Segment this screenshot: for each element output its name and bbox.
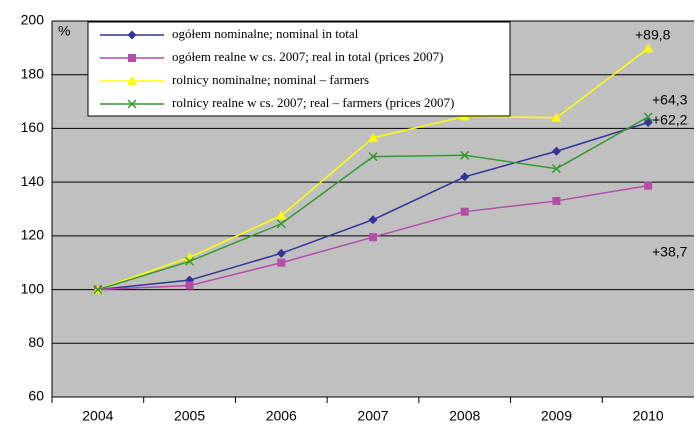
- x-tick-label: 2006: [266, 408, 297, 424]
- marker: [127, 76, 137, 85]
- annotation: +62,2: [652, 112, 688, 128]
- legend-label: rolnicy realne w cs. 2007; real – farmer…: [172, 95, 454, 110]
- x-tick-label: 2005: [174, 408, 205, 424]
- marker: [277, 258, 286, 267]
- y-tick-label: 60: [28, 388, 44, 404]
- marker: [643, 43, 654, 53]
- marker: [552, 196, 561, 205]
- marker: [643, 118, 653, 128]
- unit-label: %: [58, 23, 70, 39]
- y-tick-label: 120: [21, 227, 45, 243]
- x-tick-label: 2007: [357, 408, 388, 424]
- marker: [368, 132, 378, 142]
- marker: [368, 215, 378, 225]
- y-tick-label: 200: [21, 12, 45, 28]
- marker: [276, 219, 286, 229]
- y-tick-label: 160: [21, 119, 45, 135]
- marker: [460, 172, 470, 182]
- annotation: +38,7: [652, 244, 688, 260]
- marker: [460, 207, 469, 216]
- marker: [551, 112, 562, 122]
- marker: [643, 112, 653, 122]
- y-tick-label: 140: [21, 173, 45, 189]
- marker: [276, 248, 286, 258]
- y-tick-label: 180: [21, 65, 45, 81]
- legend-box: [87, 21, 511, 117]
- legend-label: ogółem nominalne; nominal in total: [172, 26, 359, 41]
- legend-label: rolnicy nominalne; nominal – farmers: [172, 72, 369, 87]
- marker: [185, 256, 195, 266]
- x-tick-label: 2010: [633, 408, 664, 424]
- legend-label: ogółem realne w cs. 2007; real in total …: [172, 49, 443, 64]
- marker: [644, 181, 653, 190]
- annotation: +89,8: [635, 27, 671, 43]
- marker: [551, 164, 561, 174]
- x-tick-label: 2009: [541, 408, 572, 424]
- marker: [460, 150, 470, 160]
- marker: [185, 281, 194, 290]
- marker: [128, 54, 136, 62]
- marker: [551, 146, 561, 156]
- marker: [368, 152, 378, 162]
- marker: [369, 233, 377, 242]
- x-tick-label: 2008: [449, 408, 480, 424]
- y-tick-label: 80: [28, 334, 44, 350]
- marker: [127, 99, 137, 109]
- marker: [276, 210, 287, 220]
- annotation: +64,3: [652, 92, 688, 108]
- x-tick-label: 2004: [82, 408, 113, 424]
- marker: [127, 30, 137, 40]
- y-tick-label: 100: [21, 280, 45, 296]
- marker: [93, 285, 103, 295]
